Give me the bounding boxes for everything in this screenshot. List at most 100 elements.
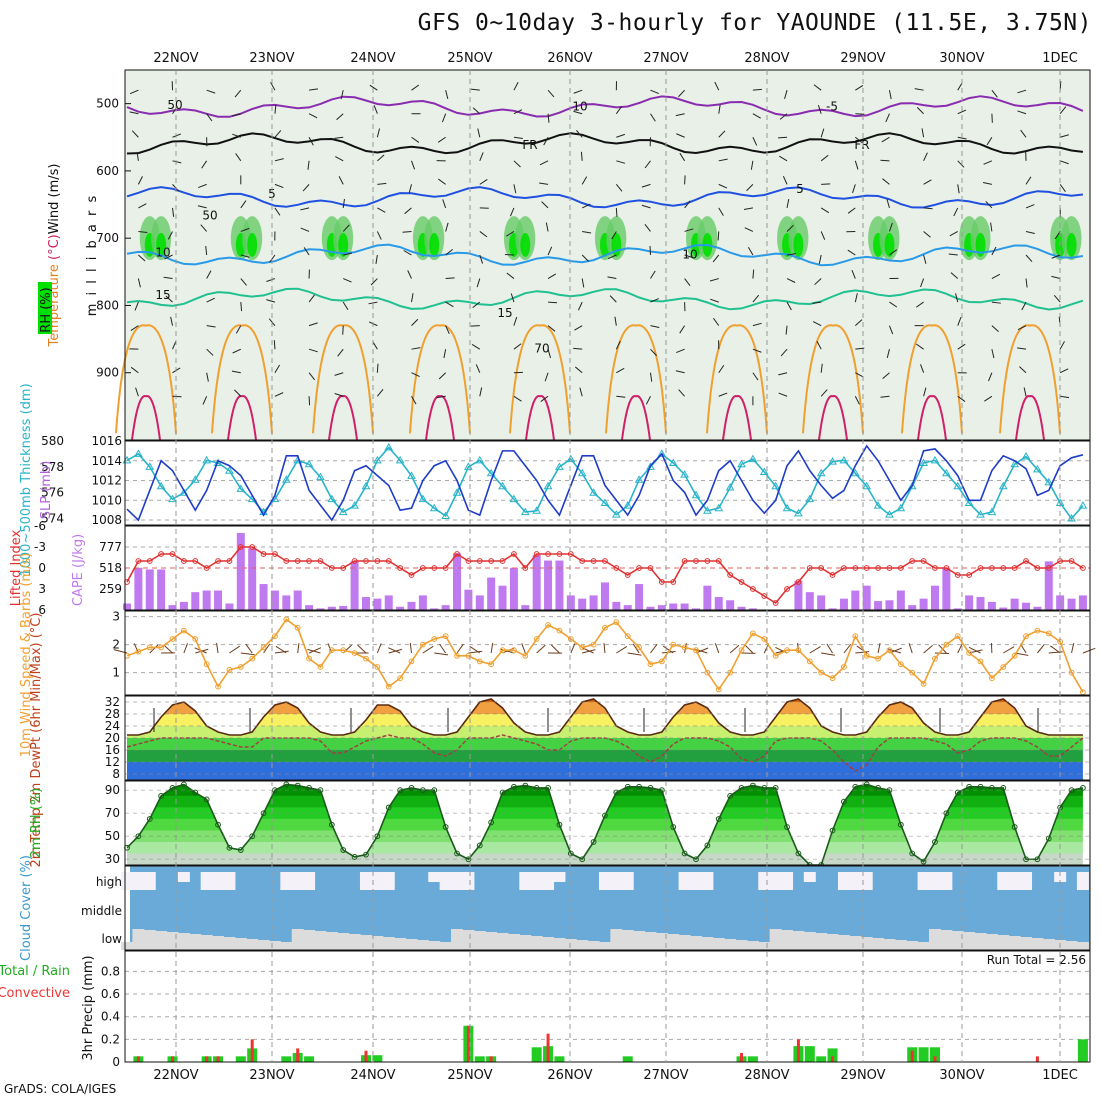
- isotherm-25: [425, 395, 455, 441]
- cape-bar: [498, 585, 507, 610]
- wind-speed-line-point: [340, 647, 347, 654]
- surface-wind-barb: [183, 643, 188, 654]
- rh-tick-label: 70: [105, 806, 120, 820]
- wind-barb: [574, 325, 583, 331]
- wind-barb: [882, 178, 890, 185]
- surface-wind-barb: [714, 643, 720, 654]
- cape-bar: [748, 608, 757, 610]
- wind-barb: [445, 325, 450, 335]
- wind-barb: [991, 325, 999, 333]
- cloud-high: [769, 872, 782, 890]
- wind-barb: [880, 395, 890, 398]
- lifted-index-line-point: [397, 565, 404, 571]
- rh-cell-mid-core: [793, 232, 804, 257]
- wind-barb: [778, 392, 788, 397]
- lifted-index-line-point: [283, 558, 290, 564]
- rh-line-point: [192, 789, 199, 796]
- wind-speed-line-point: [158, 644, 165, 651]
- surface-wind-barb: [957, 643, 963, 654]
- isotherm-label: 10: [682, 248, 697, 262]
- cloud-low: [1065, 941, 1078, 950]
- cloud-high: [382, 872, 395, 890]
- rh-line-point: [181, 781, 187, 788]
- lifted-index-tick-label: 3: [38, 582, 46, 596]
- wind-speed-line-point: [932, 655, 938, 662]
- thickness-line-point: [1021, 452, 1031, 460]
- lifted-index-line-point: [567, 551, 574, 557]
- wind-speed-line-point: [636, 644, 642, 651]
- wind-barb: [889, 301, 898, 308]
- wind-speed-line-point: [135, 648, 142, 655]
- cloud-low: [564, 939, 577, 950]
- cloud-low: [257, 940, 270, 950]
- wind-barb: [1021, 301, 1027, 311]
- wind-barb: [855, 372, 864, 378]
- surface-wind-barb: [650, 643, 658, 654]
- lifted-index-line-point: [829, 572, 836, 578]
- wind-barb: [509, 207, 515, 217]
- chart-title: GFS 0~10day 3-hourly for YAOUNDE (11.5E,…: [417, 10, 1092, 36]
- wind-speed-line-point: [442, 633, 449, 640]
- wind-barb: [915, 343, 924, 350]
- lifted-index-line-point: [1000, 565, 1007, 571]
- wind-barb: [820, 389, 828, 397]
- rh-line-point: [158, 793, 165, 799]
- wind-barb: [746, 184, 754, 192]
- thickness-line-point: [941, 468, 951, 477]
- wind-barb: [548, 301, 558, 304]
- wind-barb: [437, 136, 446, 143]
- surface-wind-barb: [550, 644, 560, 654]
- precip-convective-bar: [910, 1050, 914, 1062]
- thickness-line-point: [611, 510, 621, 518]
- wind-barb: [270, 82, 276, 91]
- wind-barb: [506, 231, 515, 237]
- cape-bar: [623, 605, 632, 610]
- wind-barb: [138, 254, 146, 262]
- thickness-line-point: [896, 503, 906, 512]
- wind-barb: [131, 130, 139, 138]
- rh-line-point: [203, 796, 210, 803]
- wind-barb: [136, 151, 139, 161]
- lifted-axis-label: Lifted Index: [9, 529, 24, 606]
- wind-barb: [513, 316, 518, 326]
- lifted-index-line-point: [658, 579, 665, 585]
- lifted-index-line-point: [954, 572, 961, 578]
- wind-barb: [445, 222, 449, 232]
- rh-line-point: [511, 783, 517, 790]
- lifted-index-line-point: [408, 572, 415, 578]
- lifted-index-line-point: [135, 558, 142, 564]
- pressure-tick-label: 800: [96, 298, 119, 312]
- wind-barb: [644, 160, 651, 169]
- wind-barb: [779, 113, 788, 120]
- wind-speed-line-point: [681, 644, 688, 651]
- wind-speed-line-point: [829, 675, 836, 682]
- wind-speed-line-point: [488, 661, 495, 668]
- thickness-line-point: [555, 462, 564, 470]
- lifted-index-line-point: [328, 565, 335, 571]
- wind-barb: [540, 395, 549, 402]
- lifted-index-line-point: [818, 565, 825, 571]
- date-label-top: 28NOV: [744, 51, 789, 66]
- wind-barb: [955, 293, 959, 303]
- thickness-tick-label: 580: [41, 434, 64, 448]
- date-label-top: 26NOV: [547, 51, 592, 66]
- cape-bar: [555, 560, 564, 610]
- isotherm-20: [901, 324, 963, 434]
- cloud-low: [371, 936, 384, 950]
- wind-barb: [1017, 89, 1027, 94]
- wind-barb: [334, 372, 344, 376]
- lifted-index-line-point: [511, 551, 517, 557]
- wind-axis-label: 10m Wind Speed & Barbs (m/s): [19, 553, 34, 758]
- lifted-index-line-point: [237, 544, 244, 550]
- surface-wind-barb: [923, 644, 933, 654]
- wind-speed-line-point: [556, 627, 563, 634]
- precip-convective-bar: [933, 1056, 937, 1062]
- wind-barb: [309, 88, 319, 91]
- wind-speed-line-point: [738, 647, 745, 654]
- rh-line-point: [146, 816, 153, 822]
- rh-line-point: [340, 847, 347, 853]
- wind-barb: [1053, 294, 1061, 303]
- cape-bar: [293, 590, 302, 610]
- isotherm-15: [126, 287, 1084, 311]
- wind-speed-line-point: [658, 658, 665, 665]
